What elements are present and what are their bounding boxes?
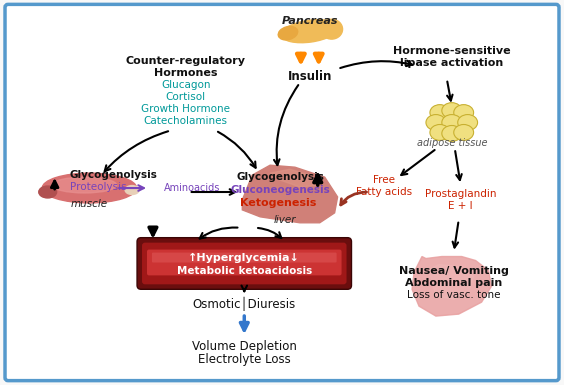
Ellipse shape [442,126,462,141]
Text: Aminoacids: Aminoacids [164,183,220,193]
Ellipse shape [426,115,446,131]
Text: Ketogenesis: Ketogenesis [240,198,316,208]
Text: Osmotic│Diuresis: Osmotic│Diuresis [193,297,296,311]
Text: Metabolic ketoacidosis: Metabolic ketoacidosis [177,266,312,276]
Polygon shape [429,264,474,299]
Text: Gluconeogenesis: Gluconeogenesis [230,185,330,195]
Text: Free
Fatty acids: Free Fatty acids [356,175,412,197]
Text: Electrolyte Loss: Electrolyte Loss [198,353,290,366]
Ellipse shape [281,20,338,43]
Ellipse shape [454,105,474,121]
Polygon shape [412,256,491,316]
FancyBboxPatch shape [137,238,351,289]
Ellipse shape [52,177,117,193]
Text: Nausea/ Vomiting: Nausea/ Vomiting [399,266,509,276]
Ellipse shape [125,186,139,194]
Text: Glucagon: Glucagon [161,80,210,90]
Text: liver: liver [274,215,296,225]
FancyBboxPatch shape [142,243,346,285]
Text: muscle: muscle [71,199,108,209]
Text: Volume Depletion: Volume Depletion [192,340,297,353]
FancyBboxPatch shape [5,4,559,381]
Polygon shape [243,165,338,223]
Text: Loss of vasc. tone: Loss of vasc. tone [407,290,500,300]
Text: Counter-regulatory
Hormones: Counter-regulatory Hormones [126,56,246,79]
Text: adipose tissue: adipose tissue [417,138,487,148]
Text: Pancreas: Pancreas [281,16,338,26]
FancyBboxPatch shape [147,249,342,275]
Text: ↑Hyperglycemia↓: ↑Hyperglycemia↓ [188,253,300,263]
Text: Proteolysis: Proteolysis [69,182,126,192]
Ellipse shape [430,124,450,141]
FancyBboxPatch shape [152,253,337,263]
Ellipse shape [454,124,474,141]
Text: Cortisol: Cortisol [166,92,206,102]
Ellipse shape [278,27,298,40]
Text: Prostaglandin
E + I: Prostaglandin E + I [425,189,496,211]
Text: Insulin: Insulin [288,70,332,83]
Ellipse shape [442,103,462,119]
Text: Growth Hormone: Growth Hormone [141,104,230,114]
Ellipse shape [442,115,462,131]
Polygon shape [270,169,320,187]
Text: Glycogenolysis: Glycogenolysis [236,172,324,182]
Ellipse shape [430,105,450,121]
Text: Abdominal pain: Abdominal pain [405,278,503,288]
Ellipse shape [39,186,56,198]
Ellipse shape [42,173,136,203]
Ellipse shape [321,19,342,39]
Text: Glycogenolysis: Glycogenolysis [69,170,157,180]
Ellipse shape [458,115,478,131]
Text: Hormone-sensitive
lipase activation: Hormone-sensitive lipase activation [393,46,510,69]
Text: Catecholamines: Catecholamines [144,116,228,126]
